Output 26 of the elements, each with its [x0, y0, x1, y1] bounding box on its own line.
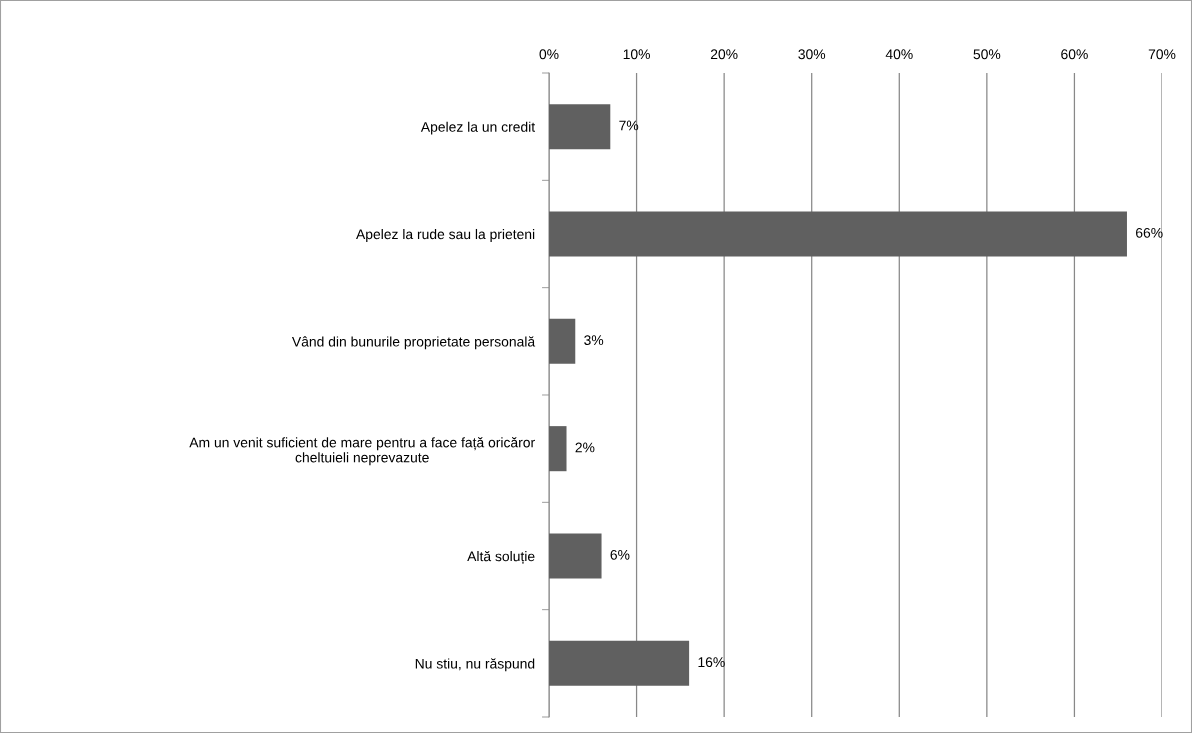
- y-tick-label: Am un venit suficient de mare pentru a face față oricăror cheltuieli neprevazute: [189, 437, 535, 466]
- data-label: 66%: [1136, 227, 1163, 238]
- data-label: 16%: [698, 657, 725, 668]
- data-label: 7%: [619, 120, 639, 131]
- x-tick-label: 20%: [710, 49, 738, 60]
- x-tick-label: 50%: [973, 49, 1001, 60]
- bar: [549, 640, 690, 686]
- data-label: 3%: [584, 335, 604, 346]
- x-tick-label: 60%: [1061, 49, 1088, 60]
- bar: [549, 211, 1127, 257]
- x-tick-label: 70%: [1148, 49, 1176, 60]
- data-label: 6%: [610, 549, 630, 560]
- y-tick-label: Vând din bunurile proprietate personală: [291, 336, 536, 350]
- y-tick-label: Apelez la rude sau la prieteni: [356, 228, 535, 242]
- x-tick-label: 0%: [539, 49, 559, 60]
- bar: [549, 426, 567, 472]
- y-tick-label: Apelez la un credit: [420, 121, 536, 135]
- x-tick-label: 10%: [623, 49, 650, 60]
- bar: [549, 104, 611, 150]
- x-tick-label: 30%: [798, 49, 826, 60]
- data-label: 2%: [575, 442, 595, 453]
- y-tick-label: Nu stiu, nu răspund: [415, 658, 535, 672]
- x-tick-label: 40%: [885, 49, 913, 60]
- bar: [549, 533, 602, 579]
- bar: [549, 318, 576, 364]
- y-tick-label: Altă soluție: [467, 550, 535, 565]
